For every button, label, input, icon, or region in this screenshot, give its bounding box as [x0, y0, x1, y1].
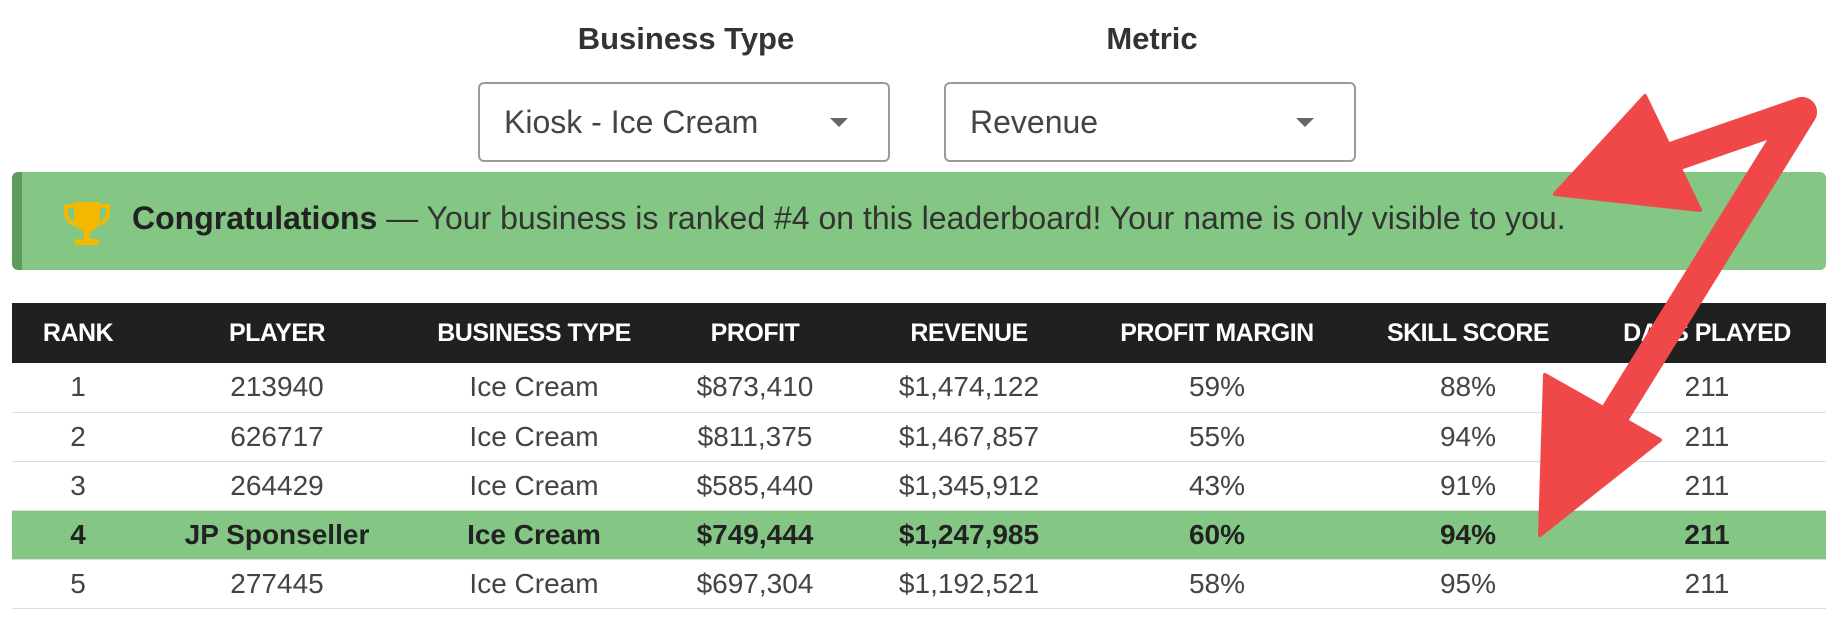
cell-skill-score: 95% [1439, 567, 1497, 599]
metric-select[interactable]: Revenue [944, 82, 1356, 162]
cell-skill-score: 94% [1439, 420, 1497, 452]
metric-filter: Metric Revenue [944, 18, 1360, 162]
cell-rank: 1 [70, 371, 86, 403]
congratulations-alert: Congratulations — Your business is ranke… [12, 172, 1826, 270]
cell-skill-score: 94% [1439, 518, 1497, 550]
cell-days-played: 211 [1684, 371, 1730, 403]
cell-profit: $811,375 [697, 420, 813, 452]
cell-revenue: $1,247,985 [898, 518, 1040, 550]
cell-business-type: Ice Cream [469, 469, 599, 501]
cell-profit-margin: 43% [1188, 469, 1246, 501]
cell-rank: 2 [70, 420, 86, 452]
cell-days-played: 211 [1684, 469, 1730, 501]
business-type-label: Business Type [577, 21, 795, 56]
cell-profit-margin: 58% [1188, 567, 1246, 599]
table-row: 2 626717 Ice Cream $811,375 $1,467,857 5… [12, 412, 1826, 461]
cell-profit-margin: 59% [1188, 371, 1246, 403]
table-row: 5 277445 Ice Cream $697,304 $1,192,521 5… [12, 559, 1826, 608]
cell-business-type: Ice Cream [469, 420, 599, 452]
cell-player: 626717 [230, 420, 324, 452]
trophy-icon [64, 202, 110, 245]
chevron-down-icon [1296, 118, 1314, 127]
cell-skill-score: 91% [1439, 469, 1497, 501]
header-business-type[interactable]: BUSINESS TYPE [437, 318, 631, 347]
alert-title: Congratulations [132, 200, 378, 236]
cell-profit-margin: 60% [1188, 518, 1246, 550]
cell-business-type: Ice Cream [467, 518, 601, 550]
table-row-highlighted: 4 JP Sponseller Ice Cream $749,444 $1,24… [12, 510, 1826, 559]
cell-player: JP Sponseller [184, 518, 370, 550]
cell-rank: 4 [70, 518, 86, 550]
header-player[interactable]: PLAYER [228, 318, 326, 347]
header-days-played[interactable]: DAYS PLAYED [1623, 318, 1791, 347]
cell-profit: $585,440 [696, 469, 814, 501]
table-row: 3 264429 Ice Cream $585,440 $1,345,912 4… [12, 461, 1826, 510]
chevron-down-icon [830, 118, 848, 127]
cell-revenue: $1,192,521 [898, 567, 1040, 599]
header-skill-score[interactable]: SKILL SCORE [1386, 318, 1550, 347]
table-header-row: RANK PLAYER BUSINESS TYPE PROFIT REVENUE… [12, 303, 1826, 363]
cell-player: 264429 [230, 469, 324, 501]
alert-text: — Your business is ranked #4 on this lea… [377, 200, 1566, 236]
cell-skill-score: 88% [1439, 371, 1497, 403]
cell-player: 213940 [230, 371, 324, 403]
cell-rank: 5 [70, 567, 86, 599]
cell-profit: $749,444 [696, 518, 814, 550]
cell-days-played: 211 [1684, 567, 1730, 599]
cell-player: 277445 [230, 567, 324, 599]
cell-days-played: 211 [1684, 420, 1730, 452]
metric-value: Revenue [970, 104, 1099, 140]
cell-days-played: 211 [1684, 518, 1730, 550]
cell-revenue: $1,345,912 [898, 469, 1040, 501]
business-type-filter: Business Type Kiosk - Ice Cream [478, 18, 894, 162]
cell-business-type: Ice Cream [469, 567, 599, 599]
cell-revenue: $1,467,857 [898, 420, 1040, 452]
header-revenue[interactable]: REVENUE [910, 318, 1028, 347]
header-profit-margin[interactable]: PROFIT MARGIN [1120, 318, 1314, 347]
metric-label: Metric [1106, 21, 1198, 56]
header-profit[interactable]: PROFIT [710, 318, 800, 347]
cell-rank: 3 [70, 469, 86, 501]
cell-revenue: $1,474,122 [898, 371, 1040, 403]
cell-business-type: Ice Cream [469, 371, 599, 403]
business-type-select[interactable]: Kiosk - Ice Cream [478, 82, 890, 162]
table-row: 1 213940 Ice Cream $873,410 $1,474,122 5… [12, 363, 1826, 412]
alert-message: Congratulations — Your business is ranke… [132, 172, 1566, 264]
header-rank[interactable]: RANK [42, 318, 114, 347]
cell-profit: $873,410 [696, 371, 814, 403]
business-type-value: Kiosk - Ice Cream [504, 104, 759, 140]
cell-profit: $697,304 [696, 567, 814, 599]
leaderboard-table: RANK PLAYER BUSINESS TYPE PROFIT REVENUE… [12, 303, 1826, 609]
cell-profit-margin: 55% [1188, 420, 1246, 452]
